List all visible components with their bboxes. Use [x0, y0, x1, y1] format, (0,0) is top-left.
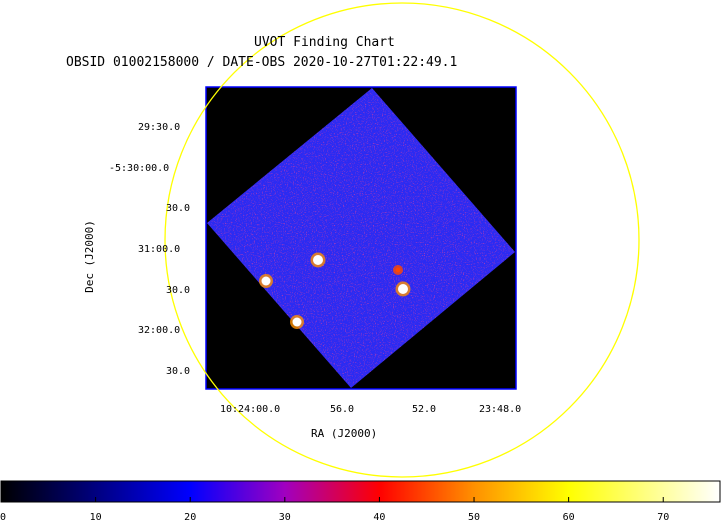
- x-tick-label: 52.0: [412, 404, 437, 415]
- colorbar-ticks: 0 10 20 30 40 50 60 70: [0, 497, 669, 521]
- colorbar-tick-label: 50: [468, 512, 480, 521]
- colorbar-tick-label: 70: [657, 512, 669, 521]
- source-4: [292, 317, 302, 327]
- y-tick-label: 30.0: [166, 366, 191, 377]
- x-tick-label: 56.0: [330, 404, 355, 415]
- y-tick-label: 32:00.0: [138, 325, 181, 336]
- colorbar-tick-label: 0: [0, 512, 6, 521]
- y-tick-label: 29:30.0: [138, 122, 181, 133]
- y-axis-label: Dec (J2000): [82, 220, 96, 293]
- colorbar-tick-label: 10: [90, 512, 102, 521]
- colorbar-tick-label: 20: [184, 512, 196, 521]
- colorbar-tick-label: 30: [279, 512, 291, 521]
- sources: [259, 252, 411, 329]
- source-5: [395, 267, 401, 273]
- field-of-view-circle: [164, 2, 640, 478]
- chart-subtitle: OBSID 01002158000 / DATE-OBS 2020-10-27T…: [66, 55, 458, 70]
- colorbar: [0, 480, 721, 503]
- y-tick-label: 30.0: [166, 285, 191, 296]
- colorbar-tick-label: 40: [373, 512, 385, 521]
- x-tick-label: 23:48.0: [479, 404, 522, 415]
- chart-title: UVOT Finding Chart: [254, 35, 395, 50]
- y-tick-label: 30.0: [166, 203, 191, 214]
- x-axis-label: RA (J2000): [311, 427, 378, 440]
- y-tick-label: 31:00.0: [138, 244, 181, 255]
- source-1: [313, 255, 323, 265]
- colorbar-tick-label: 60: [563, 512, 575, 521]
- y-tick-label: -5:30:00.0: [109, 163, 170, 174]
- source-3: [398, 284, 408, 294]
- x-tick-label: 10:24:00.0: [220, 404, 281, 415]
- source-2: [261, 276, 271, 286]
